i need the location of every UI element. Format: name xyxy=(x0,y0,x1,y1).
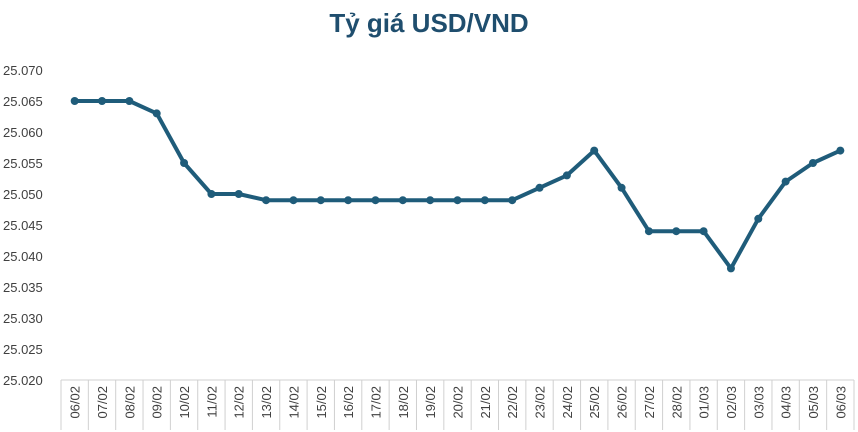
x-tick-label: 06/03 xyxy=(833,386,848,419)
x-tick-label: 20/02 xyxy=(451,386,466,419)
x-tick-label: 03/03 xyxy=(751,386,766,419)
y-tick-label: 25.055 xyxy=(3,156,43,171)
x-tick-label: 09/02 xyxy=(150,386,165,419)
x-tick-label: 13/02 xyxy=(259,386,274,419)
data-point xyxy=(480,196,489,205)
data-point xyxy=(508,196,517,205)
x-tick-label: 25/02 xyxy=(587,386,602,419)
x-tick-label: 10/02 xyxy=(177,386,192,419)
y-tick-label: 25.030 xyxy=(3,311,43,326)
y-tick-label: 25.045 xyxy=(3,218,43,233)
y-tick-label: 25.050 xyxy=(3,187,43,202)
data-point xyxy=(289,196,298,205)
x-tick-label: 15/02 xyxy=(314,386,329,419)
x-tick-label: 22/02 xyxy=(505,386,520,419)
data-point xyxy=(672,227,681,236)
data-point xyxy=(726,264,735,273)
data-point xyxy=(207,190,216,198)
x-tick-label: 07/02 xyxy=(95,386,110,419)
data-point xyxy=(453,196,462,205)
x-tick-label: 23/02 xyxy=(533,386,548,419)
series-points xyxy=(70,97,845,273)
x-tick-label: 26/02 xyxy=(615,386,630,419)
data-point xyxy=(781,177,790,186)
data-point xyxy=(535,183,544,192)
y-tick-label: 25.065 xyxy=(3,94,43,109)
data-point xyxy=(98,97,107,105)
x-tick-label: 17/02 xyxy=(368,386,383,419)
x-axis-tick-marks xyxy=(60,380,855,430)
x-tick-label: 21/02 xyxy=(478,386,493,419)
x-tick-label: 16/02 xyxy=(341,386,356,419)
x-tick-label: 14/02 xyxy=(286,386,301,419)
x-tick-label: 11/02 xyxy=(204,386,219,418)
x-tick-label: 06/02 xyxy=(68,386,83,419)
x-tick-label: 18/02 xyxy=(396,386,411,419)
y-tick-label: 25.060 xyxy=(3,125,43,140)
x-tick-label: 01/03 xyxy=(697,386,712,419)
data-point xyxy=(398,196,407,205)
series-line xyxy=(72,99,843,271)
y-tick-label: 25.020 xyxy=(3,373,43,388)
data-point xyxy=(371,196,380,205)
x-tick-label: 12/02 xyxy=(232,386,247,419)
x-tick-label: 04/03 xyxy=(779,386,794,419)
data-point xyxy=(590,146,599,155)
x-tick-label: 19/02 xyxy=(423,386,438,419)
data-point xyxy=(644,227,653,236)
data-point xyxy=(70,97,79,105)
data-point xyxy=(180,159,189,167)
x-tick-label: 02/03 xyxy=(724,386,739,419)
data-point xyxy=(262,196,271,205)
y-tick-label: 25.070 xyxy=(3,63,43,78)
data-point xyxy=(562,171,571,180)
x-axis-labels: 06/02 07/02 08/02 09/02 10/02 11/02 12/02 13/02… xyxy=(68,386,849,419)
y-tick-label: 25.035 xyxy=(3,280,43,295)
data-point xyxy=(808,159,817,167)
data-point xyxy=(125,97,134,105)
data-point xyxy=(426,196,435,205)
data-point xyxy=(152,109,161,118)
x-tick-label: 24/02 xyxy=(560,386,575,419)
data-point xyxy=(234,190,243,198)
y-tick-label: 25.025 xyxy=(3,342,43,357)
x-tick-label: 27/02 xyxy=(642,386,657,419)
data-point xyxy=(344,196,353,205)
x-tick-label: 08/02 xyxy=(122,386,137,419)
chart-title: Tỷ giá USD/VND xyxy=(329,8,529,38)
data-point xyxy=(836,146,845,155)
y-axis-ticks: 25.020 25.025 25.030 25.035 25.040 25.045 25.0… xyxy=(3,63,43,388)
data-point xyxy=(699,227,708,236)
x-tick-label: 05/03 xyxy=(806,386,821,419)
data-point xyxy=(617,183,626,192)
data-point xyxy=(316,196,325,205)
data-point xyxy=(754,214,763,223)
y-tick-label: 25.040 xyxy=(3,249,43,264)
x-tick-label: 28/02 xyxy=(669,386,684,419)
